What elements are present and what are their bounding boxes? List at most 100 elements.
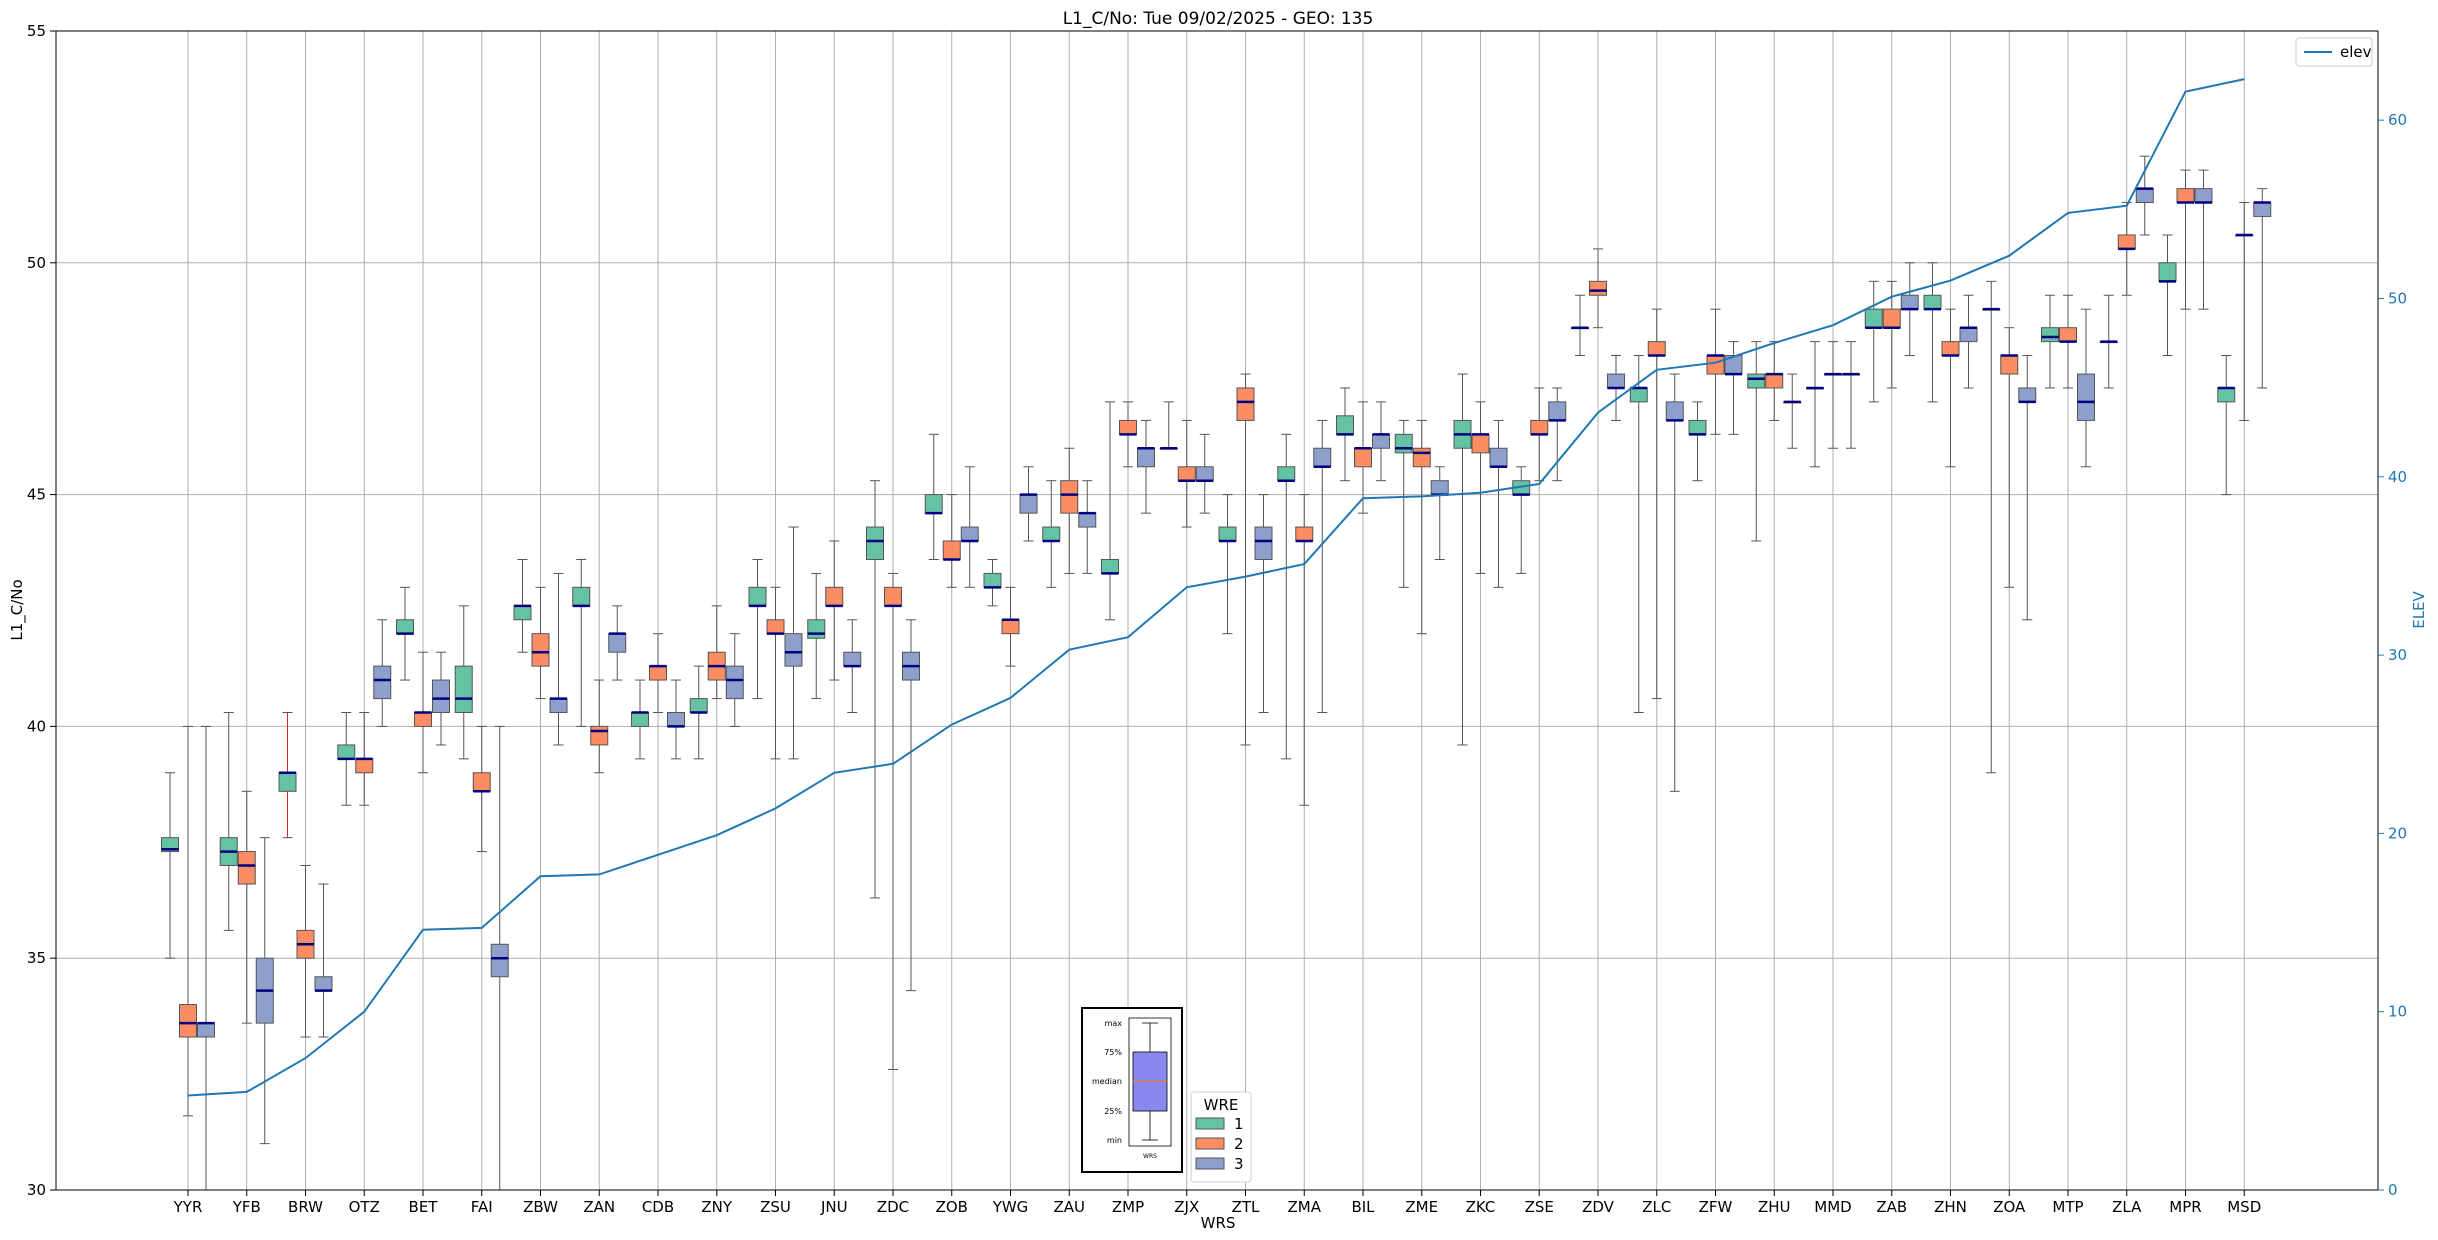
x-tick-label-YFB: YFB [232,1198,261,1216]
box-ZDV-2 [1589,280,1607,296]
box-MTP-3 [2077,373,2095,421]
box-ZBW-1 [513,605,532,621]
x-tick-label-ZOA: ZOA [1993,1198,2026,1216]
box-ZSU-1 [748,586,767,607]
box-ZAB-1 [1864,308,1883,329]
key-label-25: 25% [1104,1107,1122,1116]
grid [56,30,2378,1191]
box-YYR-3 [197,1022,215,1038]
box-BIL-3 [1372,433,1390,449]
x-tick-label-JNU: JNU [820,1198,848,1216]
box-ZOB-2 [942,540,961,561]
box-ZHN-3 [1959,327,1978,343]
box-ZMP-3 [1137,447,1155,468]
box-ZHU-1 [1747,373,1766,389]
box-FAI-3 [490,943,509,978]
right-y-tick-label-10: 10 [2388,1003,2407,1021]
box-ZKC-3 [1489,447,1508,468]
wre-legend-label-2: 2 [1234,1135,1244,1153]
key-xlabel: WRS [1143,1153,1157,1160]
x-tick-label-ZAU: ZAU [1053,1198,1085,1216]
box-MPR-1 [2158,262,2177,282]
right-y-tick-label-20: 20 [2388,824,2407,842]
y-tick-label-30: 30 [27,1181,46,1199]
y-axis-label: L1_C/No [8,579,27,640]
box-ZAN-2 [590,725,609,746]
x-tick-label-ZME: ZME [1405,1198,1438,1216]
elev-line [187,78,2245,1097]
x-tick-label-ZHU: ZHU [1758,1198,1791,1216]
box-ZMP-2 [1119,419,1137,435]
box-ZAB-2 [1882,308,1901,329]
y-tick-label-35: 35 [27,949,46,967]
key-label-min: min [1107,1136,1122,1145]
box-ZTL-2 [1236,387,1255,421]
box-JNU-1 [807,619,826,639]
box-ZHN-1 [1923,294,1942,310]
wre-legend-swatch-1 [1195,1117,1225,1130]
x-tick-label-ZTL: ZTL [1232,1198,1260,1216]
box-ZOA-2 [2000,355,2019,375]
box-ZMA-3 [1313,447,1332,468]
box-ZMA-2 [1295,526,1314,542]
box-ZBW-3 [549,698,568,713]
box-ZAN-3 [608,633,627,653]
key-label-75: 75% [1104,1048,1122,1057]
x-tick-label-FAI: FAI [471,1198,493,1216]
box-key-legend: max 75% median 25% min WRS [1081,1007,1183,1173]
box-ZSU-2 [766,619,785,635]
box-ZME-2 [1412,447,1431,468]
box-ZLC-3 [1665,401,1684,421]
x-tick-label-ZSE: ZSE [1525,1198,1554,1216]
x-tick-label-ZMP: ZMP [1112,1198,1144,1216]
right-y-axis-label: ELEV [2410,590,2428,628]
box-FAI-1 [454,665,473,713]
box-BET-3 [432,679,450,713]
box-ZSE-2 [1530,419,1549,435]
box-ZJX-3 [1195,466,1214,482]
box-YYR-2 [179,1004,197,1038]
box-MSD-1 [2217,387,2236,403]
box-ZAB-3 [1900,294,1919,310]
x-tick-label-MSD: MSD [2227,1198,2261,1216]
box-OTZ-2 [355,758,374,774]
box-BIL-1 [1336,415,1354,435]
y-tick-label-50: 50 [27,254,46,272]
box-MPR-3 [2194,188,2213,204]
box-ZKC-2 [1471,433,1490,454]
box-ZTL-1 [1218,526,1237,542]
right-y-tick-label-0: 0 [2388,1181,2398,1199]
wre-legend-swatch-2 [1195,1137,1225,1150]
y-tick-label-55: 55 [27,22,46,40]
elev-series [187,78,2245,1097]
box-CDB-3 [667,711,685,727]
box-OTZ-3 [373,665,392,700]
box-CDB-2 [649,665,667,681]
x-axis-ticks: YYR YFB BRW OTZ BET FAI ZBW ZAN CDB ZNY ZSU JNU ZDC Z… [173,1190,2261,1216]
box-YWG-2 [1001,619,1020,635]
right-y-axis-ticks: 0 10 20 30 40 50 60 [2378,111,2407,1199]
box-YWG-1 [983,572,1002,588]
x-tick-label-BRW: BRW [288,1198,323,1216]
box-ZNY-3 [725,665,744,700]
elev-legend: elev [2295,37,2373,67]
x-tick-label-ZDC: ZDC [877,1198,909,1216]
right-y-tick-label-40: 40 [2388,468,2407,486]
box-MPR-2 [2176,188,2195,204]
x-tick-label-ZAN: ZAN [583,1198,615,1216]
box-ZMA-1 [1277,466,1296,482]
box-ZAU-2 [1060,480,1079,514]
box-ZBW-2 [531,633,550,667]
box-ZOB-3 [960,526,979,542]
box-MTP-1 [2041,327,2059,343]
x-tick-label-ZKC: ZKC [1466,1198,1496,1216]
right-y-tick-label-50: 50 [2388,289,2407,307]
box-ZOB-1 [924,494,943,514]
y-tick-label-40: 40 [27,717,46,735]
x-tick-label-ZFW: ZFW [1699,1198,1733,1216]
right-y-tick-label-60: 60 [2388,111,2407,129]
box-ZDV-3 [1607,373,1625,389]
x-tick-label-ZNY: ZNY [701,1198,732,1216]
box-BET-2 [414,711,432,727]
